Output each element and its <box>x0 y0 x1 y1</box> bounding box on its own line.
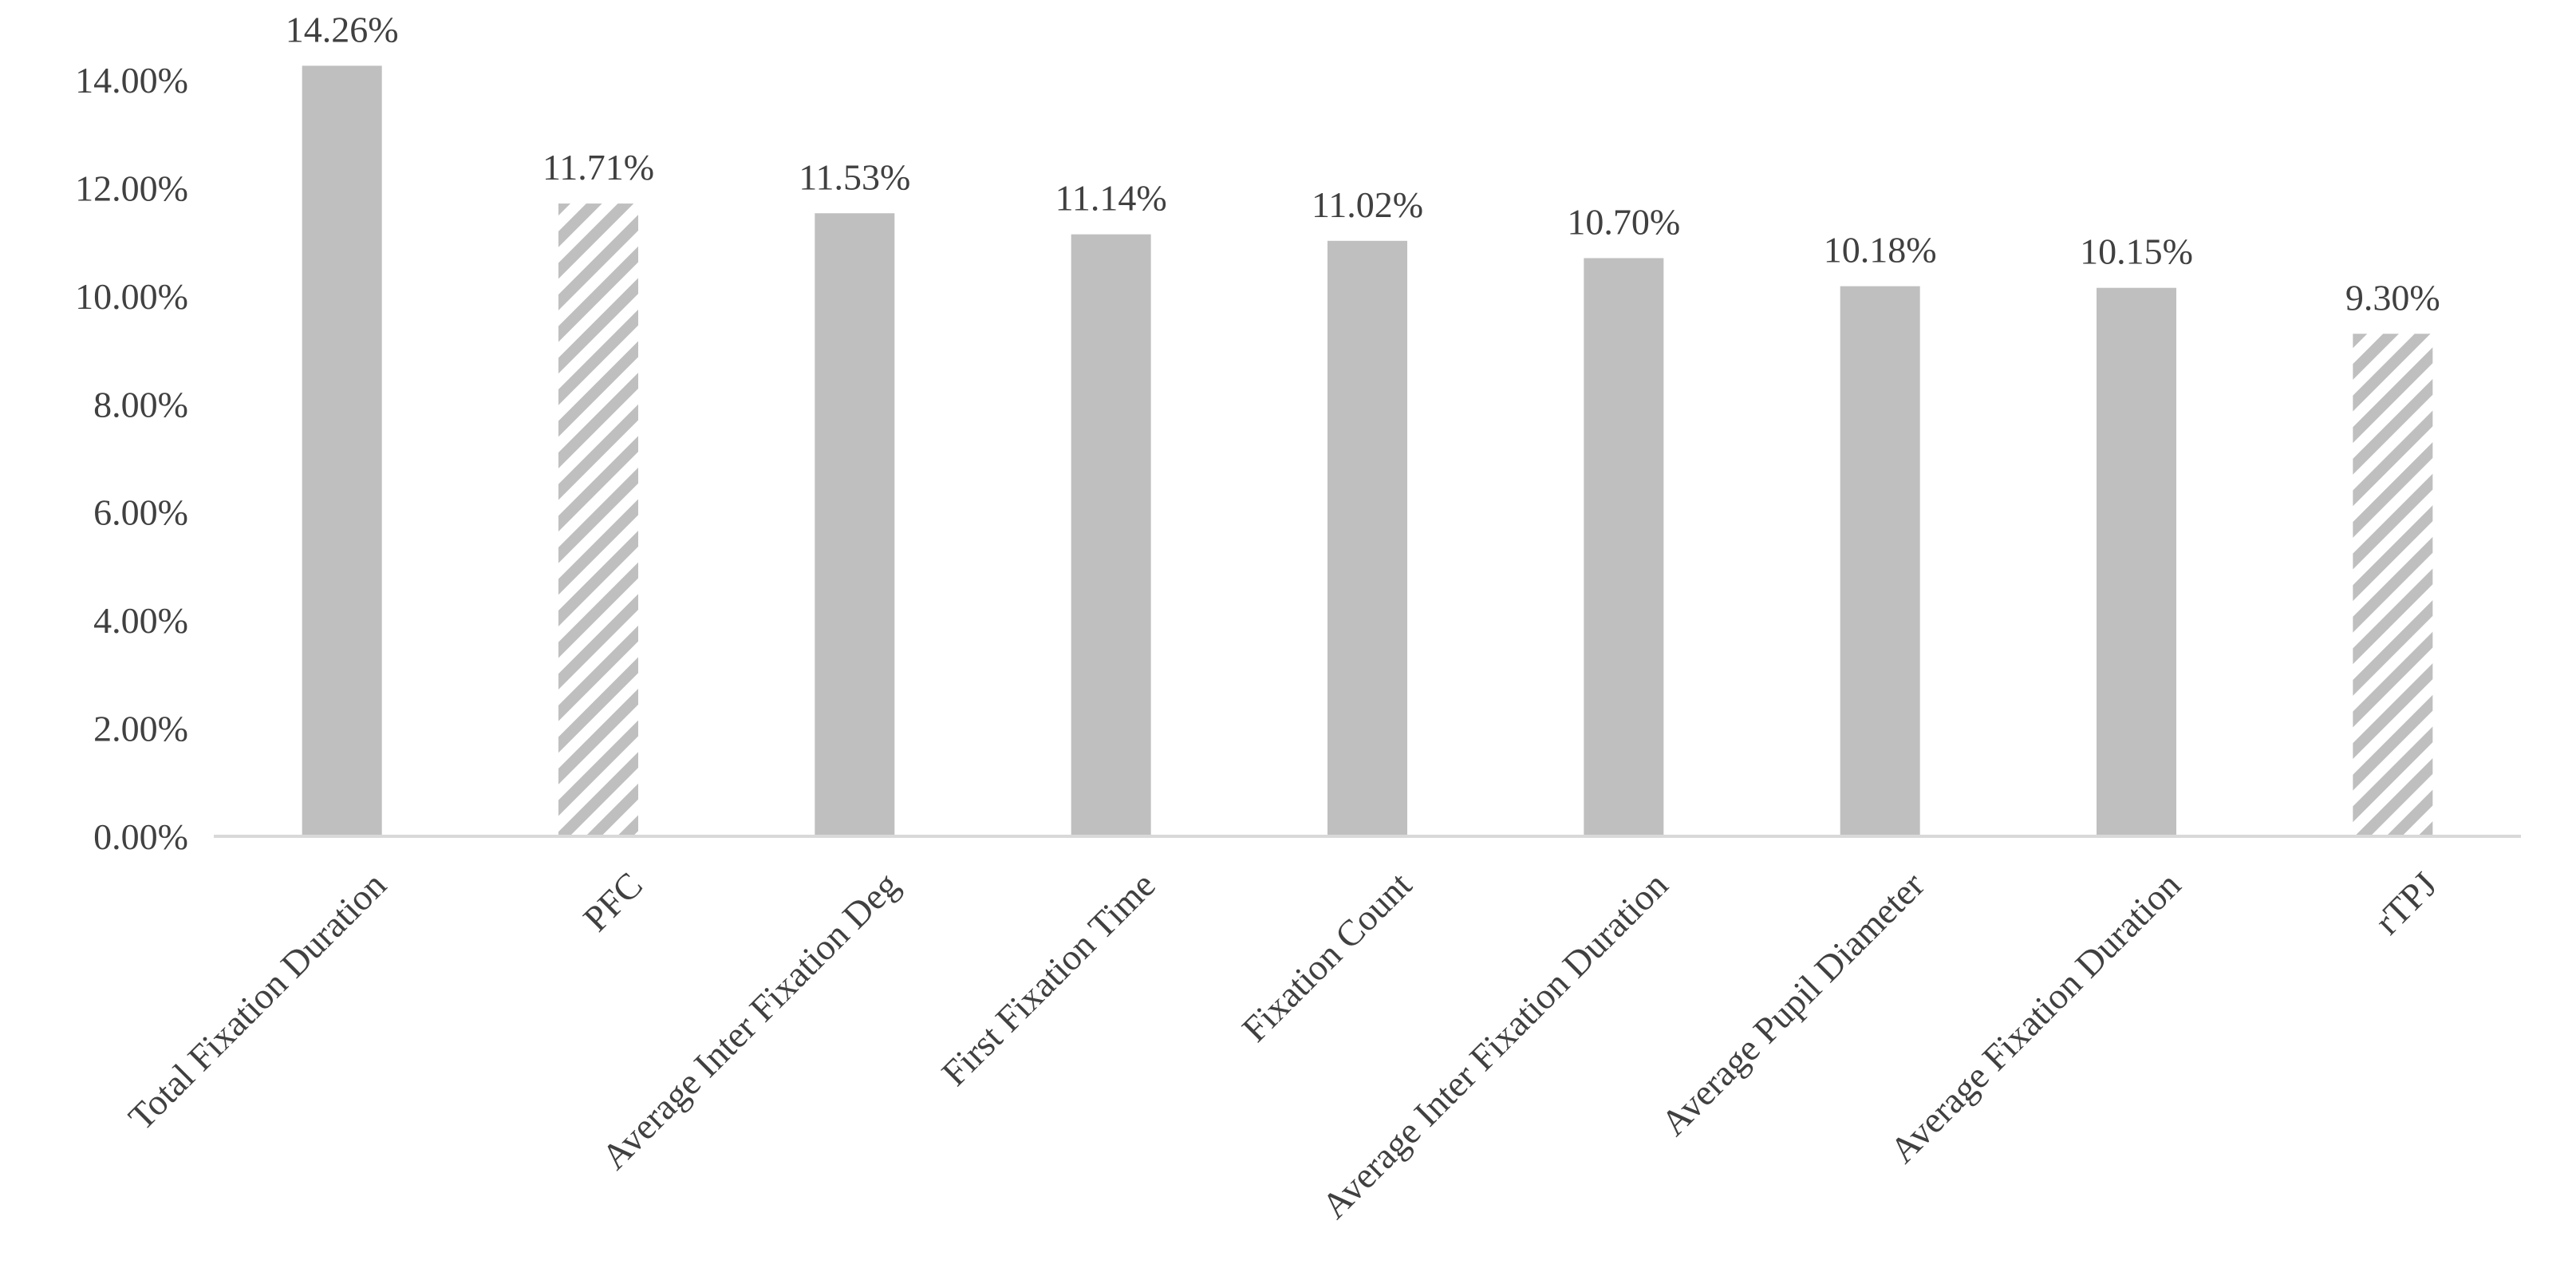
bar <box>1584 258 1664 836</box>
data-label: 11.71% <box>542 147 654 188</box>
y-tick-label: 10.00% <box>75 276 188 317</box>
x-tick-label: PFC <box>575 864 650 939</box>
bar <box>2097 287 2176 836</box>
bar <box>558 203 638 836</box>
y-tick-label: 4.00% <box>93 600 188 641</box>
bar <box>2353 334 2433 836</box>
y-tick-label: 12.00% <box>75 168 188 208</box>
y-tick-label: 6.00% <box>93 492 188 533</box>
data-label: 10.15% <box>2080 231 2193 272</box>
bar <box>815 213 895 836</box>
data-label: 10.18% <box>1824 230 1937 271</box>
x-tick-label: Average Inter Fixation Deg <box>594 864 906 1177</box>
x-tick-label: Total Fixation Duration <box>120 864 394 1138</box>
bar <box>1071 234 1151 837</box>
y-tick-label: 14.00% <box>75 60 188 101</box>
x-tick-label: First Fixation Time <box>933 864 1162 1093</box>
bar <box>302 65 382 836</box>
bar <box>1840 286 1920 836</box>
data-label: 14.26% <box>286 9 399 49</box>
data-label: 11.02% <box>1312 184 1423 225</box>
data-labels: 14.26% 11.71% 11.53% 11.14% 11.02% 10.70% 10.1… <box>286 9 2440 318</box>
bar <box>1327 240 1407 836</box>
x-tick-label: Average Fixation Duration <box>1882 864 2188 1171</box>
y-tick-label: 2.00% <box>93 709 188 749</box>
x-tick-label: rTPJ <box>2367 864 2445 942</box>
bars <box>302 65 2433 837</box>
data-label: 11.14% <box>1055 178 1167 219</box>
y-tick-label: 0.00% <box>93 816 188 857</box>
y-tick-label: 8.00% <box>93 384 188 425</box>
data-label: 9.30% <box>2345 277 2440 318</box>
y-axis: 0.00% 2.00% 4.00% 6.00% 8.00% 10.00% 12.00% 14.… <box>75 60 188 857</box>
x-tick-label: Average Pupil Diameter <box>1653 864 1932 1144</box>
data-label: 11.53% <box>799 156 910 197</box>
x-tick-label: Fixation Count <box>1234 864 1419 1049</box>
data-label: 10.70% <box>1567 201 1680 242</box>
